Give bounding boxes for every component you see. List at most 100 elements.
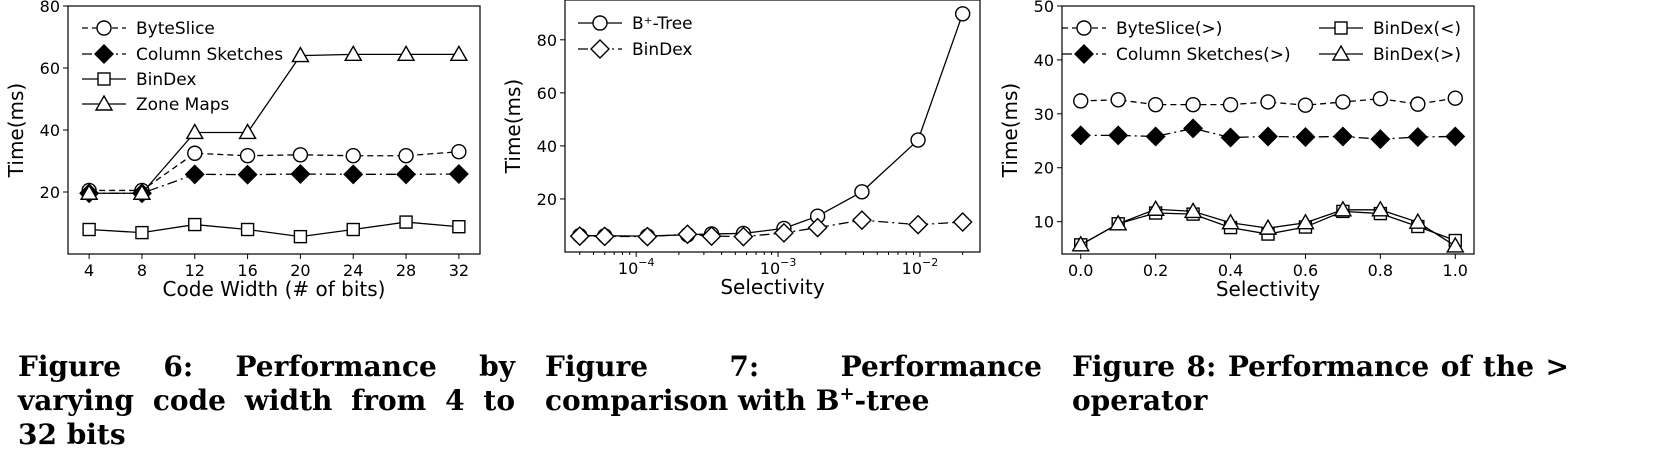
y-tick-label: 30 [1034,105,1054,124]
data-point [1220,127,1241,148]
legend-marker-4 [1331,44,1351,61]
data-point [1183,201,1203,219]
x-tick-label: 0.2 [1143,261,1168,280]
data-point [187,145,203,161]
data-point [1333,200,1353,217]
legend-label-3: BinDex [136,70,196,90]
data-point [185,123,204,140]
data-point [184,164,205,185]
data-point [293,229,308,244]
data-point [1222,96,1239,113]
caption-label: Figure 7: [545,350,760,383]
data-point [677,224,698,245]
y-tick-label: 60 [40,59,60,78]
data-point [952,212,973,233]
data-point [1070,125,1091,146]
legend-marker-2 [94,44,114,64]
y-tick-label: 40 [537,137,557,156]
data-point [449,44,469,62]
data-point [452,220,466,234]
chart-3: 10 20 30 40 50 0.0 0.2 0.4 0.6 0.8 1.0 Selectivity T… [998,0,1475,301]
data-point [451,143,467,160]
y-tick-label: 20 [40,183,60,202]
legend-marker-4 [94,94,114,111]
data-point [79,183,99,200]
data-point [343,164,364,185]
x-tick-label: 32 [449,261,469,280]
series-line-2 [579,219,963,238]
chart-2: 20 40 60 80 10−4 10−3 10−2 Selectivity Time(ms) B… [501,0,981,299]
caption-label: Figure 6: [18,350,194,383]
plot-frame [67,5,481,255]
y-tick-label: 40 [40,121,60,140]
data-point [1183,118,1204,139]
data-point [398,148,414,164]
y-tick-label: 80 [537,31,557,50]
data-point [807,217,828,238]
y-tick-label: 60 [537,84,557,103]
data-point [396,44,416,62]
x-tick-label: 1.0 [1443,261,1468,280]
chart-1: 20 40 60 80 4 8 12 16 20 24 28 32 Code Width (# of b… [4,0,481,301]
x-axis-label: Selectivity [1216,277,1320,301]
series-line-1 [1080,97,1456,106]
data-point [1372,91,1389,107]
data-point [1147,96,1164,113]
x-tick-label: 4 [84,261,94,280]
data-point [854,184,870,200]
caption-text-end: -tree [854,384,930,417]
figure-canvas: 20 40 60 80 4 8 12 16 20 24 28 32 Code Width (# of b… [4,0,1475,301]
data-point [135,225,149,240]
data-point [346,222,360,237]
data-point [1445,126,1466,147]
data-point [1108,214,1128,231]
x-tick-label: 10−2 [902,256,939,278]
x-axis-label: Selectivity [720,275,824,299]
y-axis-label: Time(ms) [4,83,28,178]
legend-label-1: B⁺-Tree [632,14,693,34]
x-tick-label: 20 [290,261,310,280]
data-point [851,210,872,231]
x-tick-label: 0.4 [1218,261,1243,280]
data-point [1295,127,1316,147]
data-point [238,123,257,140]
data-point [1407,127,1428,147]
data-point [1146,199,1165,216]
legend-marker-2 [1074,44,1094,64]
legend-label-4: Zone Maps [136,95,230,115]
series-line-4 [89,53,459,194]
x-axis-label: Code Width (# of bits) [163,277,386,301]
legend-label-3: BinDex(<) [1373,19,1461,39]
data-point [910,132,926,148]
data-point [701,226,722,247]
legend-marker-2 [590,39,610,59]
x-tick-label: 8 [137,261,147,280]
y-tick-label: 80 [40,0,60,16]
y-tick-label: 10 [1034,213,1054,232]
data-point [188,217,202,232]
x-tick-label: 0.8 [1368,261,1393,280]
y-axis-label: Time(ms) [501,79,525,174]
caption-figure-6: Figure 6: Performance by varying code wi… [18,350,515,452]
data-point [773,222,794,243]
x-tick-label: 0.6 [1293,261,1318,280]
data-point [1221,213,1240,230]
legend-label-2: Column Sketches [136,45,283,65]
data-point [240,222,255,237]
data-point [1410,96,1426,112]
series-line-2 [89,173,459,194]
data-point [1071,235,1090,252]
data-point [1447,90,1463,106]
x-tick-label: 12 [185,261,205,280]
data-point [290,164,311,185]
data-point [1258,218,1278,235]
data-point [908,214,929,235]
caption-text: Performance of the > operator [1072,350,1569,417]
x-tick-label: 10−4 [618,256,655,278]
data-point [237,164,258,185]
caption-text: Performance by varying code width from 4… [18,350,516,451]
data-point [1108,125,1129,146]
data-point [1296,213,1315,230]
data-point [1260,94,1276,110]
data-point [292,147,309,163]
